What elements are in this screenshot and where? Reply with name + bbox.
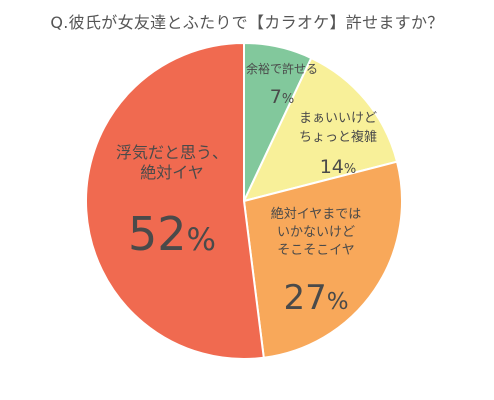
slice-1-value-label: 7% [270,86,294,108]
pie-slice-4 [85,41,265,360]
chart-title: Q.彼氏が女友達とふたりで【カラオケ】許せますか？ [50,13,444,32]
slice-3-label-line-2: いかないけど [277,225,355,240]
slice-3-label-line-1: 絶対イヤまでは [271,206,362,222]
slice-4-label-line-1: 浮気だと思う、 [116,143,228,162]
slice-4-label-line-2: 絶対イヤ [140,163,204,182]
slice-1-label-line-1: 余裕で許せる [246,61,318,76]
slice-2-label-line-2: ちょっと複雑 [299,129,377,145]
slice-2-label-line-1: まぁいいけど [299,111,377,126]
slice-4-value-label: 52% [128,207,216,261]
pie-slice-2 [242,56,399,203]
slice-3-value-label: 27% [283,278,348,318]
slice-3-label-line-3: そこそこイヤ [277,243,355,258]
pie-slice-3 [242,160,403,359]
slice-2-value-label: 14% [320,156,357,178]
